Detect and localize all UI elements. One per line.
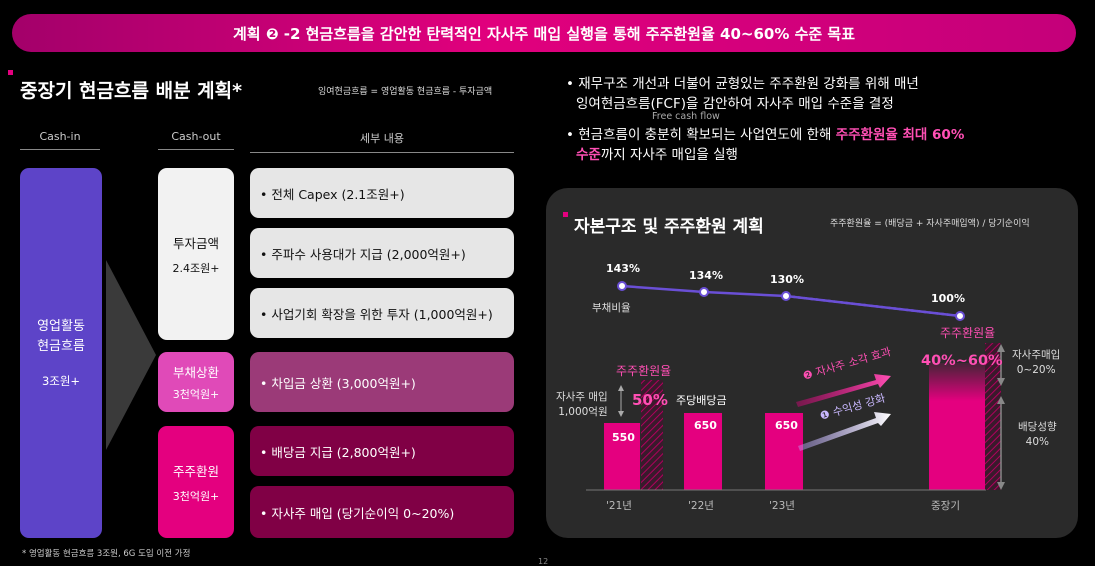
bullet-2-highlight: 주주환원율 최대 60% (835, 127, 965, 143)
bar-22-value: 650 (694, 419, 717, 432)
bar-22 (684, 413, 722, 490)
dividend-label: 주당배당금 (676, 394, 727, 407)
payout-label-21: 주주환원율 (616, 364, 672, 378)
dividend-ratio-label: 배당성향 40% (1018, 421, 1057, 448)
detail-dividend-text: • 배당금 지급 (2,800억원+) (260, 444, 416, 460)
invest-group-amount: 2.4조원+ (172, 261, 220, 275)
detail-spectrum-text: • 주파수 사용대가 지급 (2,000억원+) (260, 246, 466, 262)
cash-in-header: Cash-in (20, 130, 100, 150)
profit-arrow (798, 412, 891, 451)
detail-buyback: • 자사주 매입 (당기순이익 0~20%) (250, 486, 514, 538)
banner-title: 계획 ❷ -2 현금흐름을 감안한 탄력적인 자사주 매입 실행을 통해 주주환… (233, 24, 855, 43)
cash-out-header: Cash-out (158, 130, 234, 150)
bar-21 (604, 423, 640, 490)
detail-buyback-text: • 자사주 매입 (당기순이익 0~20%) (260, 505, 455, 521)
bullet-1: • 재무구조 개선과 더불어 균형있는 주주환원 강화를 위해 매년 잉여현금흐… (566, 74, 1066, 114)
bullet-2-highlight-2: 수준 (576, 147, 601, 163)
detail-capex: • 전체 Capex (2.1조원+) (250, 168, 514, 218)
detail-loan: • 차입금 상환 (3,000억원+) (250, 352, 514, 412)
bullet-2-pre: 현금흐름이 충분히 확보되는 사업연도에 한해 (578, 127, 836, 143)
debt-group-name: 부채상환 (172, 365, 219, 380)
payout-label-long: 주주환원율 (940, 326, 996, 340)
bar-23 (765, 413, 803, 490)
debt-point-23 (781, 291, 791, 301)
debt-value-22: 134% (689, 269, 723, 282)
shareholder-group-name: 주주환원 (172, 463, 219, 479)
bullet-2-post: 까지 자사주 매입을 실행 (600, 147, 738, 163)
x-label-21: '21년 (606, 500, 632, 512)
bullet-1-line1: 재무구조 개선과 더불어 균형있는 주주환원 강화를 위해 매년 (578, 76, 919, 92)
left-section-title: 중장기 현금흐름 배분 계획* (20, 80, 243, 102)
panel-formula: 주주환원율 = (배당금 + 자사주매입액) / 당기순이익 (830, 219, 1030, 229)
fcf-note: Free cash flow (652, 111, 720, 122)
section-marker (8, 70, 13, 75)
debt-value-21: 143% (606, 262, 640, 275)
debt-point-long (955, 311, 965, 321)
bullet-1-line2: 잉여현금흐름(FCF)을 감안하여 자사주 매입 수준을 결정 (576, 96, 894, 112)
page-number: 12 (538, 557, 549, 566)
debt-value-23: 130% (770, 273, 804, 286)
bullet-dot: • (566, 76, 579, 92)
bar-21-value: 550 (612, 431, 635, 444)
debt-group-box: 부채상환 3천억원+ (158, 352, 234, 412)
cash-in-amount: 3조원+ (41, 374, 81, 388)
debt-group-amount: 3천억원+ (172, 388, 220, 401)
bullet-dot: • (566, 127, 579, 143)
buyback-effect-arrow (796, 374, 891, 407)
cash-in-label: 영업활동 현금흐름 (37, 319, 85, 354)
detail-capex-text: • 전체 Capex (2.1조원+) (260, 186, 405, 202)
flow-arrow-icon (106, 260, 156, 450)
debt-point-22 (699, 287, 709, 297)
buyback-range-label: 자사주매입 0~20% (1012, 349, 1061, 376)
buyback-label-21: 자사주 매입 1,000억원 (556, 391, 608, 418)
detail-header: 세부 내용 (250, 130, 514, 153)
x-label-long: 중장기 (931, 500, 960, 512)
debt-value-long: 100% (931, 292, 965, 305)
panel-marker (563, 212, 568, 217)
invest-group-box: 투자금액 2.4조원+ (158, 168, 234, 340)
payout-value-21: 50% (632, 391, 668, 409)
debt-point-21 (617, 281, 627, 291)
detail-spectrum: • 주파수 사용대가 지급 (2,000억원+) (250, 228, 514, 278)
fcf-formula: 잉여현금흐름 = 영업활동 현금흐름 - 투자금액 (318, 87, 493, 97)
bar-long-dividend (929, 401, 985, 490)
shareholder-group-box: 주주환원 3천억원+ (158, 426, 234, 538)
panel-title: 자본구조 및 주주환원 계획 (574, 217, 764, 237)
shareholder-group-amount: 3천억원+ (172, 489, 220, 503)
x-label-22: '22년 (688, 500, 714, 512)
x-label-23: '23년 (769, 500, 795, 512)
bullet-2: • 현금흐름이 충분히 확보되는 사업연도에 한해 주주환원율 최대 60% 수… (566, 125, 1066, 165)
title-banner: 계획 ❷ -2 현금흐름을 감안한 탄력적인 자사주 매입 실행을 통해 주주환… (12, 14, 1076, 52)
payout-hatch-long (985, 343, 1001, 490)
invest-group-name: 투자금액 (172, 235, 219, 251)
payout-hatch-21 (641, 380, 663, 490)
debt-ratio-line (621, 284, 961, 318)
cash-in-box: 영업활동 현금흐름 3조원+ (20, 168, 102, 538)
payout-value-long: 40%~60% (921, 353, 1003, 369)
debt-ratio-label: 부채비율 (592, 302, 631, 314)
detail-dividend: • 배당금 지급 (2,800억원+) (250, 426, 514, 476)
detail-investment: • 사업기회 확장을 위한 투자 (1,000억원+) (250, 288, 514, 338)
detail-investment-text: • 사업기회 확장을 위한 투자 (1,000억원+) (260, 306, 493, 322)
footnote: * 영업활동 현금흐름 3조원, 6G 도입 이전 가정 (22, 549, 191, 559)
detail-loan-text: • 차입금 상환 (3,000억원+) (260, 375, 416, 391)
capital-chart (586, 281, 1005, 491)
bar-23-value: 650 (775, 419, 798, 432)
bar-long-buyback (929, 363, 985, 401)
